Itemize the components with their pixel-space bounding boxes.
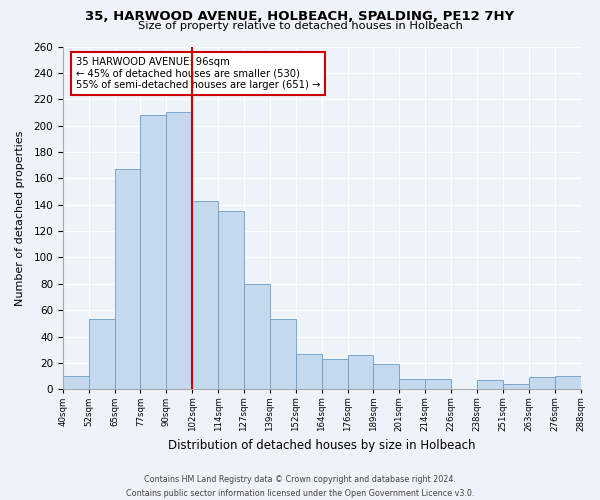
Bar — [373, 364, 400, 390]
Bar — [554, 376, 581, 390]
Bar — [218, 212, 244, 390]
Bar — [270, 320, 296, 390]
Bar — [400, 379, 425, 390]
X-axis label: Distribution of detached houses by size in Holbeach: Distribution of detached houses by size … — [168, 440, 475, 452]
Text: Contains HM Land Registry data © Crown copyright and database right 2024.
Contai: Contains HM Land Registry data © Crown c… — [126, 476, 474, 498]
Bar — [425, 379, 451, 390]
Text: 35, HARWOOD AVENUE, HOLBEACH, SPALDING, PE12 7HY: 35, HARWOOD AVENUE, HOLBEACH, SPALDING, … — [85, 10, 515, 23]
Y-axis label: Number of detached properties: Number of detached properties — [15, 130, 25, 306]
Bar — [477, 380, 503, 390]
Bar — [322, 359, 347, 390]
Bar — [503, 384, 529, 390]
Bar — [529, 378, 554, 390]
Bar — [166, 112, 192, 390]
Bar — [347, 355, 373, 390]
Bar — [296, 354, 322, 390]
Bar — [244, 284, 270, 390]
Bar — [89, 320, 115, 390]
Text: Size of property relative to detached houses in Holbeach: Size of property relative to detached ho… — [137, 21, 463, 31]
Bar — [115, 169, 140, 390]
Bar — [63, 376, 89, 390]
Text: 35 HARWOOD AVENUE: 96sqm
← 45% of detached houses are smaller (530)
55% of semi-: 35 HARWOOD AVENUE: 96sqm ← 45% of detach… — [76, 57, 320, 90]
Bar — [192, 201, 218, 390]
Bar — [140, 115, 166, 390]
